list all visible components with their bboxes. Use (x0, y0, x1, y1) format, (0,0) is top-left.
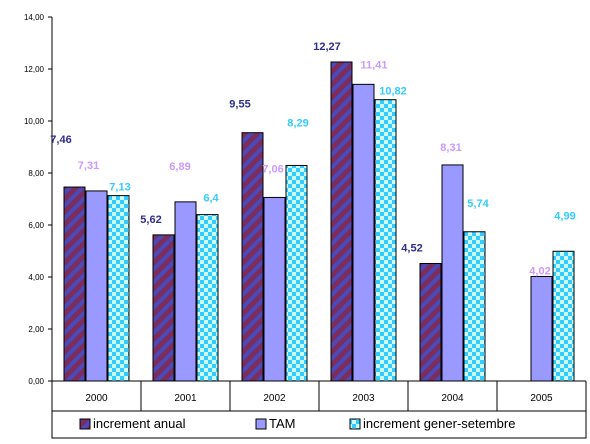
bar-increment-anual (63, 186, 86, 382)
bar-increment-anual (152, 234, 175, 382)
data-label: 5,74 (467, 198, 489, 210)
x-tick-label: 2002 (263, 393, 286, 404)
legend-swatch (255, 418, 267, 430)
legend-swatch (79, 418, 91, 430)
bar-increment-anual (241, 132, 264, 382)
y-tick-label: 4,00 (28, 273, 44, 282)
data-label: 7,06 (262, 163, 283, 175)
data-labels: 7,46 7,31 7,13 5,62 6,89 6,4 9,55 7,06 8,29 12,27… (50, 41, 575, 278)
bar-increment-gener-setembre (107, 195, 130, 382)
legend-label: increment gener-setembre (363, 416, 515, 431)
legend-box (51, 410, 587, 439)
bar-TAM (441, 164, 464, 382)
bar-increment-gener-setembre (196, 214, 219, 382)
data-label: 6,4 (203, 193, 219, 205)
bar-TAM (85, 190, 108, 382)
bar-increment-gener-setembre (552, 250, 575, 382)
y-tick-label: 0,00 (28, 377, 44, 386)
x-tick-label: 2003 (352, 393, 375, 404)
bars (63, 61, 575, 382)
data-label: 11,41 (361, 59, 388, 71)
bar-TAM (530, 275, 553, 382)
y-tick-label: 6,00 (28, 221, 44, 230)
y-tick-label: 10,00 (24, 117, 45, 126)
x-tick-label: 2005 (530, 393, 553, 404)
legend-label: TAM (269, 416, 295, 431)
legend-swatch (349, 418, 361, 430)
bar-increment-anual (419, 262, 442, 382)
x-tick-label: 2004 (441, 393, 464, 404)
data-label: 4,02 (529, 265, 550, 277)
bar-TAM (352, 83, 375, 382)
data-label: 5,62 (140, 214, 161, 226)
data-label: 9,55 (229, 99, 250, 111)
x-axis: 2000 2001 2002 2003 2004 2005 (51, 381, 587, 411)
bar-TAM (263, 196, 286, 382)
bar-increment-gener-setembre (463, 231, 486, 382)
y-tick-label: 8,00 (28, 169, 44, 178)
y-tick-label: 2,00 (28, 325, 44, 334)
legend: increment anual TAM increment gener-setemb… (51, 410, 587, 439)
data-label: 12,27 (313, 41, 341, 53)
data-label: 7,46 (50, 134, 71, 146)
bar-TAM (174, 201, 197, 382)
data-label: 8,31 (440, 142, 461, 154)
x-tick-label: 2001 (174, 393, 197, 404)
data-label: 7,31 (78, 160, 99, 172)
y-tick-label: 12,00 (24, 65, 45, 74)
legend-label: increment anual (93, 416, 186, 431)
data-label: 4,99 (554, 210, 575, 222)
x-tick-label: 2000 (85, 393, 108, 404)
data-label: 10,82 (379, 86, 407, 98)
data-label: 7,13 (109, 182, 130, 194)
bar-increment-gener-setembre (374, 99, 397, 382)
y-tick-label: 14,00 (24, 13, 45, 22)
bar-increment-anual (330, 61, 353, 382)
data-label: 8,29 (287, 117, 308, 129)
bar-increment-gener-setembre (285, 164, 308, 382)
data-label: 4,52 (401, 242, 422, 254)
data-label: 6,89 (169, 161, 190, 173)
